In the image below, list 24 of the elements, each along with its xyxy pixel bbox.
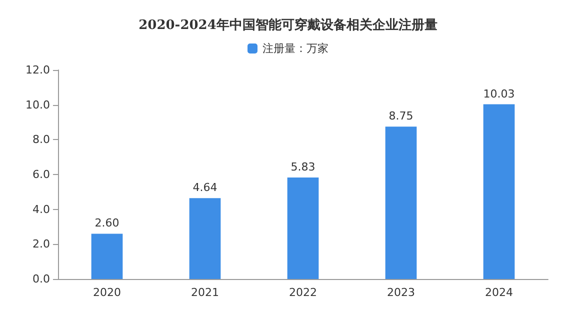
legend-label: 注册量：万家 [262, 42, 328, 55]
y-tick-label: 8.0 [32, 133, 50, 146]
y-tick-label: 4.0 [32, 202, 50, 216]
x-tick-label: 2024 [485, 286, 513, 299]
x-tick-label: 2023 [387, 286, 415, 299]
y-tick-label: 2.0 [32, 238, 50, 251]
data-label: 5.83 [290, 160, 316, 174]
y-tick-label: 10.0 [26, 98, 50, 112]
y-tick-label: 12.0 [26, 64, 50, 76]
bar [483, 104, 515, 279]
x-tick-label: 2022 [289, 286, 317, 299]
bar [189, 198, 221, 279]
bar [287, 177, 319, 279]
y-tick-label: 6.0 [32, 168, 50, 181]
bar [91, 234, 123, 279]
data-label: 10.03 [483, 87, 515, 100]
chart-title: 2020-2024年中国智能可穿戴设备相关企业注册量 [138, 17, 438, 33]
x-tick-label: 2021 [191, 286, 219, 299]
data-label: 2.60 [94, 216, 120, 230]
data-label: 8.75 [388, 110, 414, 123]
data-label: 4.64 [192, 181, 218, 194]
bar [385, 126, 417, 279]
y-tick-label: 0.0 [32, 272, 50, 286]
x-tick-label: 2020 [93, 286, 121, 299]
